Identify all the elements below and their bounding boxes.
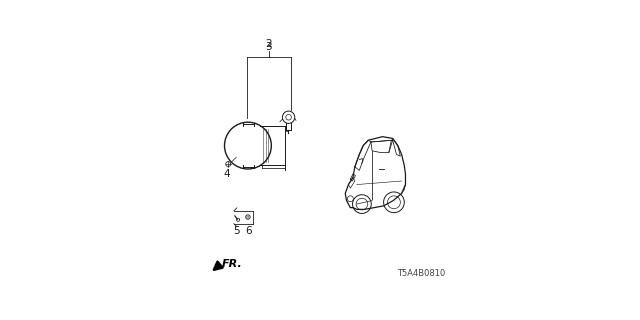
Text: 3: 3 bbox=[266, 43, 272, 52]
Text: 4: 4 bbox=[223, 170, 230, 180]
Circle shape bbox=[282, 111, 295, 124]
Text: T5A4B0810: T5A4B0810 bbox=[397, 269, 445, 278]
Text: 5: 5 bbox=[234, 226, 240, 236]
Circle shape bbox=[225, 122, 271, 169]
Circle shape bbox=[353, 195, 371, 213]
Text: 6: 6 bbox=[245, 226, 252, 236]
Text: 2: 2 bbox=[266, 39, 272, 49]
Text: FR.: FR. bbox=[222, 259, 243, 269]
Circle shape bbox=[383, 192, 404, 213]
